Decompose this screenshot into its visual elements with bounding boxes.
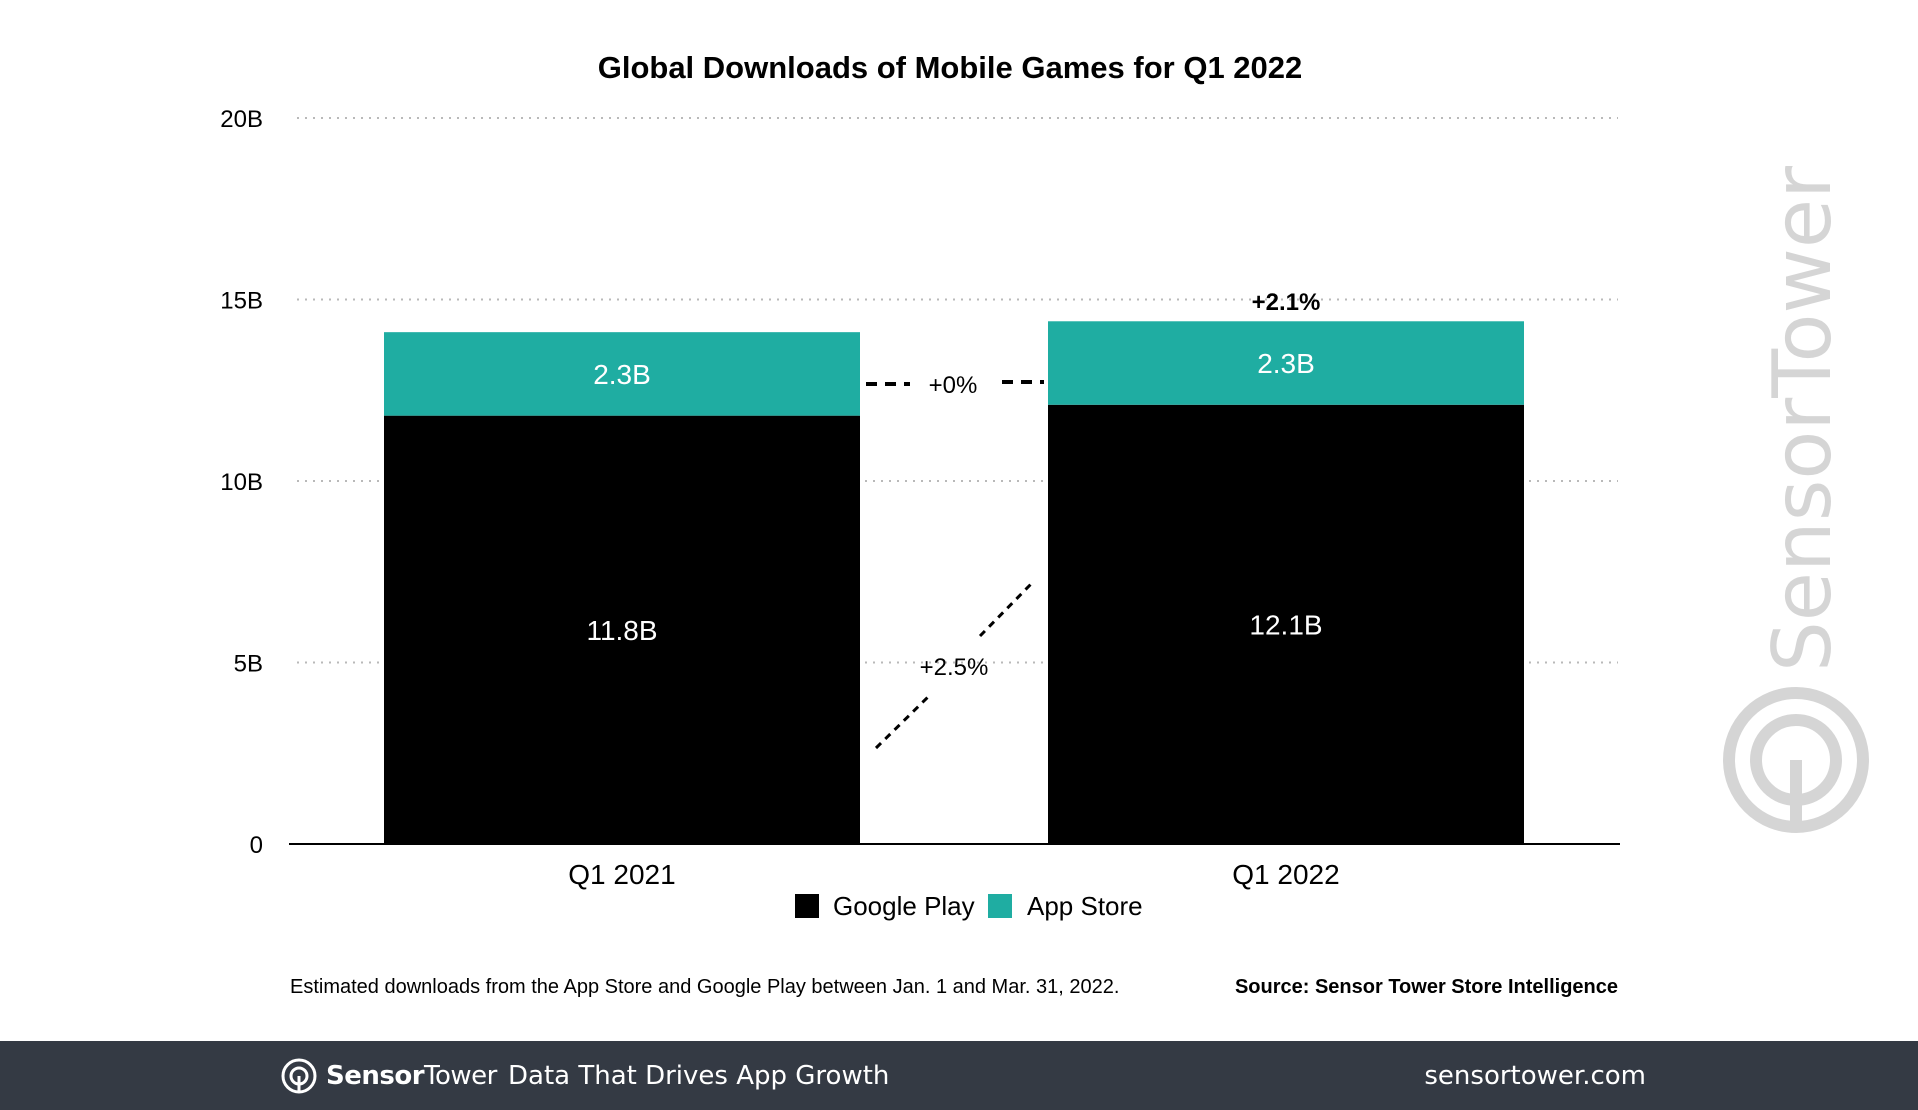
chart: Global Downloads of Mobile Games for Q1 … <box>220 50 1869 998</box>
google-play-change-label: +2.5% <box>920 654 989 681</box>
sensortower-watermark-logo-icon <box>1723 687 1869 833</box>
bar-google-play <box>384 415 860 844</box>
legend-label: App Store <box>1027 891 1143 921</box>
bar-app-store <box>1048 321 1524 405</box>
change-connectors <box>866 380 1044 750</box>
app-store-change-label: +0% <box>929 372 978 399</box>
footer-logo-regular: Tower <box>424 1061 497 1091</box>
y-tick-label: 10B <box>220 469 263 496</box>
footer-logo-text: SensorTower <box>326 1061 497 1091</box>
google-play-connector-upper <box>978 580 1035 638</box>
x-tick-label: Q1 2022 <box>1232 859 1339 890</box>
y-tick-label: 5B <box>234 651 263 678</box>
footer-bar: SensorTower Data That Drives App Growth … <box>0 1041 1918 1110</box>
footer-tagline: Data That Drives App Growth <box>508 1061 890 1091</box>
footer-logo[interactable]: SensorTower <box>280 1057 497 1095</box>
footer-url[interactable]: sensortower.com <box>1424 1061 1646 1091</box>
footnote: Estimated downloads from the App Store a… <box>290 976 1119 998</box>
bar-app-store <box>384 332 860 416</box>
bar-google-play <box>1048 404 1524 844</box>
sensortower-logo-icon <box>281 1058 317 1094</box>
legend-label: Google Play <box>833 891 975 921</box>
google-play-connector-lower <box>874 695 930 750</box>
source-note: Source: Sensor Tower Store Intelligence <box>1235 976 1618 998</box>
bar-value-label: 11.8B <box>586 615 657 646</box>
x-tick-label: Q1 2021 <box>568 859 675 890</box>
chart-title: Global Downloads of Mobile Games for Q1 … <box>598 50 1303 85</box>
legend-swatch <box>988 894 1012 918</box>
sensortower-watermark-text: SensorTower <box>1756 166 1849 672</box>
footer-logo-bold: Sensor <box>326 1061 425 1091</box>
total-change-label: +2.1% <box>1252 289 1321 316</box>
sensortower-watermark: SensorTower <box>1723 166 1869 833</box>
y-tick-label: 15B <box>220 288 263 315</box>
legend: Google Play App Store <box>795 891 1143 921</box>
y-tick-label: 0 <box>250 832 263 859</box>
bar-value-label: 2.3B <box>1257 348 1315 379</box>
bar-value-label: 2.3B <box>593 359 651 390</box>
y-tick-label: 20B <box>220 106 263 133</box>
legend-swatch <box>795 894 819 918</box>
bar-value-label: 12.1B <box>1249 609 1322 640</box>
